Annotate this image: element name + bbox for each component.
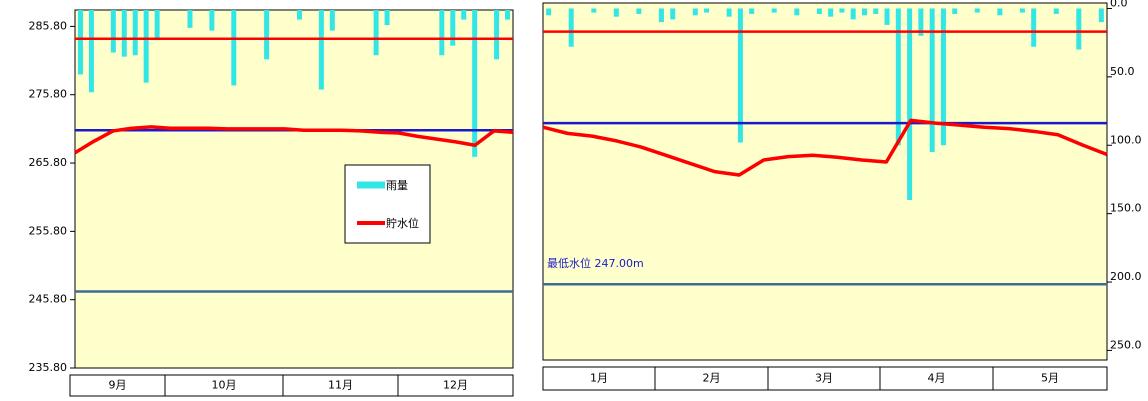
rain-bar	[704, 8, 710, 13]
y2-tick-label: 50.0	[1110, 65, 1135, 78]
rain-bar	[296, 10, 302, 20]
rain-bar	[110, 10, 116, 53]
rain-bar	[873, 8, 879, 14]
rain-bar	[505, 10, 511, 20]
rain-bar	[591, 8, 597, 13]
rain-bar	[749, 8, 755, 14]
rain-bar	[658, 8, 664, 23]
y-tick-label: 255.80	[29, 224, 68, 237]
y2-tick-label: 150.0	[1110, 202, 1142, 215]
rain-bar	[1019, 8, 1025, 13]
rain-bar	[918, 8, 924, 36]
rain-bar	[494, 10, 500, 60]
rain-bar	[670, 8, 676, 20]
rain-bar	[88, 10, 94, 93]
rain-bar	[613, 8, 619, 17]
rain-bar	[450, 10, 456, 46]
rain-bar	[828, 8, 834, 17]
month-box	[397, 374, 514, 397]
rain-bar	[318, 10, 324, 90]
rain-bar	[974, 8, 980, 13]
x-tick-label: 5月	[1041, 372, 1059, 385]
rain-bar	[568, 8, 574, 47]
rain-bar	[373, 10, 379, 56]
legend-label: 雨量	[386, 179, 408, 192]
rain-bar	[884, 8, 890, 25]
rain-bar	[861, 8, 867, 16]
rain-bar	[771, 8, 777, 13]
rain-bar	[816, 8, 822, 14]
rain-bar	[472, 10, 478, 157]
y2-tick-label: 0.0	[1110, 0, 1128, 9]
rain-bar	[1076, 8, 1082, 50]
rain-bar	[231, 10, 237, 86]
rain-bar	[1053, 8, 1059, 14]
rain-bar	[461, 10, 467, 20]
rain-bar	[794, 8, 800, 16]
annotation: 最低水位 247.00m	[547, 256, 644, 270]
water-level-line	[542, 118, 1108, 177]
rain-bar	[209, 10, 215, 31]
x-tick-label: 9月	[109, 379, 127, 392]
x-tick-label: 11月	[328, 379, 353, 392]
rain-bar	[726, 8, 732, 17]
rain-bar	[1031, 8, 1037, 47]
rain-bar	[384, 10, 390, 26]
y-tick-label: 235.80	[29, 361, 68, 374]
rain-bar	[839, 8, 845, 13]
rain-bar	[997, 8, 1003, 16]
rain-bar	[940, 8, 946, 146]
rain-bar	[187, 10, 193, 28]
rain-bar	[546, 8, 552, 16]
water-level-line	[74, 125, 514, 155]
rain-bar	[952, 8, 958, 14]
rain-bar	[132, 10, 138, 56]
x-tick-label: 12月	[443, 379, 468, 392]
month-box	[992, 366, 1108, 391]
y-tick-label: 275.80	[29, 88, 68, 101]
rain-bar	[636, 8, 642, 14]
rain-bar	[929, 8, 935, 153]
rain-bar	[907, 8, 913, 200]
plot-area	[542, 2, 1108, 361]
legend-box	[344, 164, 431, 244]
y-tick-label: 285.80	[29, 19, 68, 32]
rain-bar	[77, 10, 83, 75]
y-tick-label: 245.80	[29, 293, 68, 306]
rain-bar	[329, 10, 335, 31]
rain-bar	[143, 10, 149, 83]
x-tick-label: 10月	[212, 379, 237, 392]
y2-tick-label: 100.0	[1110, 133, 1142, 146]
plot-area	[74, 9, 514, 369]
x-tick-label: 2月	[703, 372, 721, 385]
y-tick-label: 265.80	[29, 156, 68, 169]
y2-tick-label: 200.0	[1110, 270, 1142, 283]
rain-bar	[692, 8, 698, 16]
rain-bar	[737, 8, 743, 143]
rain-bar	[1098, 8, 1104, 23]
rain-bar	[439, 10, 445, 56]
rain-bar	[154, 10, 160, 41]
y2-tick-label: 250.0	[1110, 338, 1142, 351]
rain-bar	[264, 10, 270, 60]
x-tick-label: 4月	[928, 372, 946, 385]
rain-bar	[121, 10, 127, 57]
rain-bar	[850, 8, 856, 20]
legend-label: 貯水位	[386, 216, 419, 230]
x-tick-label: 3月	[815, 372, 833, 385]
x-tick-label: 1月	[590, 372, 608, 385]
rain-bar	[895, 8, 901, 146]
